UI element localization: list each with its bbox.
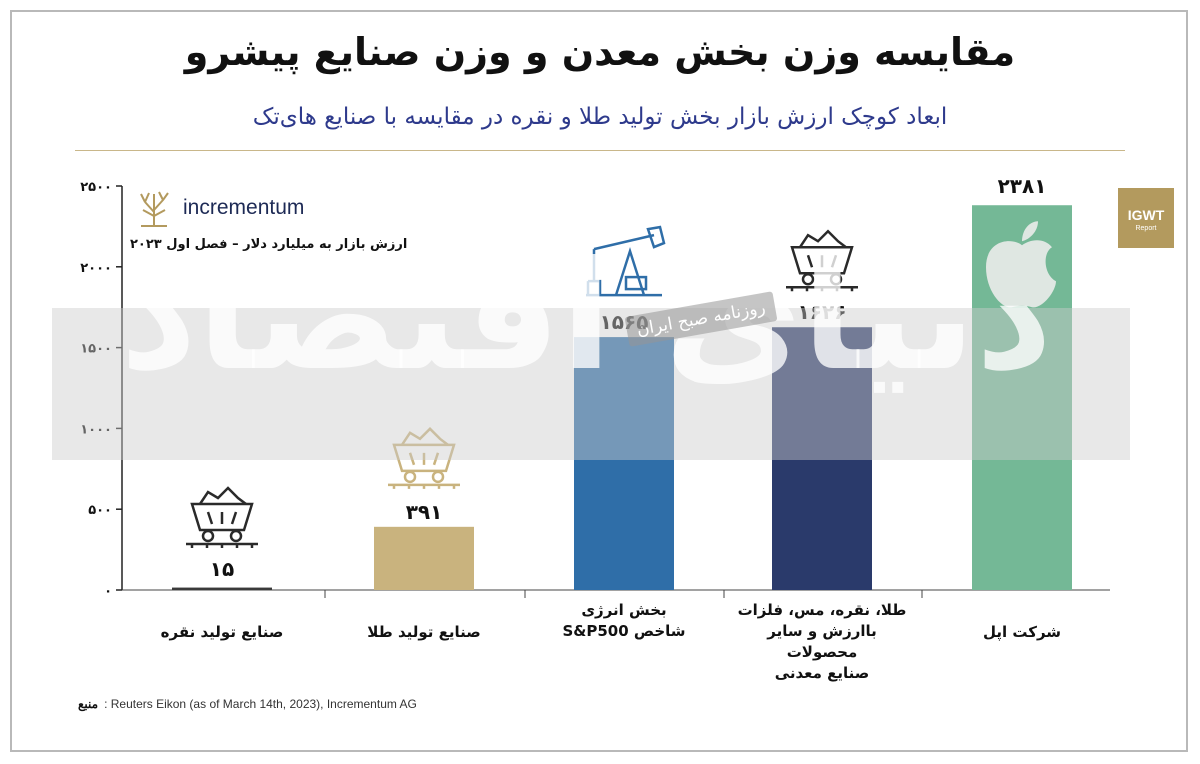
category-label-line: بخش انرژی	[581, 601, 667, 619]
source-text: : Reuters Eikon (as of March 14th, 2023)…	[104, 697, 417, 711]
unit-note: ارزش بازار به میلیارد دلار – فصل اول ۲۰۲…	[130, 237, 408, 252]
title-divider	[75, 150, 1125, 151]
category-label-line: صنایع معدنی	[774, 664, 870, 682]
incrementum-logo: incrementum	[135, 188, 304, 228]
y-tick-label: ۲۵۰۰	[80, 180, 112, 195]
category-label-line: شاخص S&P500	[562, 622, 686, 640]
category-label: صنایع تولید طلا	[339, 622, 509, 643]
mine-cart-icon	[388, 427, 460, 489]
chart-subtitle: ابعاد کوچک ارزش بازار بخش تولید طلا و نق…	[252, 104, 948, 130]
watermark-text: دنیای اقتصاد	[120, 230, 1053, 404]
badge-title: IGWT	[1127, 207, 1165, 223]
oil-pump-icon	[586, 225, 666, 297]
data-label: ۱۵	[210, 557, 234, 581]
y-tick-label: ۵۰۰	[88, 503, 112, 518]
badge-subtitle: Report	[1135, 225, 1157, 232]
igwt-badge: IGWT Report	[1118, 188, 1174, 248]
bar	[374, 526, 474, 590]
source-label: منبع	[78, 697, 99, 711]
category-label-line: باارزش و سایر محصولات	[767, 622, 877, 661]
chart-title: مقایسه وزن بخش معدن و وزن صنایع پیشرو	[184, 30, 1016, 74]
category-label-line: شرکت اپل	[982, 623, 1062, 641]
category-label: بخش انرژی شاخص S&P500	[539, 600, 709, 642]
watermark-band	[52, 308, 1130, 460]
logo-text: incrementum	[183, 196, 305, 219]
data-label: ۳۹۱	[406, 500, 443, 524]
category-label-line: صنایع تولید طلا	[367, 623, 481, 641]
bar	[574, 337, 674, 590]
source-note: منبع : Reuters Eikon (as of March 14th, …	[78, 697, 417, 711]
data-label: ۱۶۲۶	[798, 300, 847, 324]
category-label: شرکت اپل	[937, 622, 1107, 643]
data-label: ۲۳۸۱	[998, 174, 1047, 198]
bar	[772, 327, 872, 590]
category-label: صنایع تولید نقره	[137, 622, 307, 643]
mine-cart-icon	[186, 486, 258, 548]
apple-logo-icon	[986, 221, 1056, 308]
y-tick-label: ۰	[104, 584, 112, 599]
category-label-line: صنایع تولید نقره	[160, 623, 284, 641]
category-label: طلا، نقره، مس، فلزات باارزش و سایر محصولا…	[737, 600, 907, 684]
category-label-line: طلا، نقره، مس، فلزات	[737, 601, 907, 619]
bar	[172, 587, 272, 590]
mine-cart-icon	[786, 229, 858, 292]
y-tick-label: ۲۰۰۰	[80, 261, 112, 276]
y-tick-label: ۱۵۰۰	[80, 342, 112, 357]
y-tick-label: ۱۰۰۰	[80, 422, 112, 437]
tree-icon	[140, 191, 169, 227]
